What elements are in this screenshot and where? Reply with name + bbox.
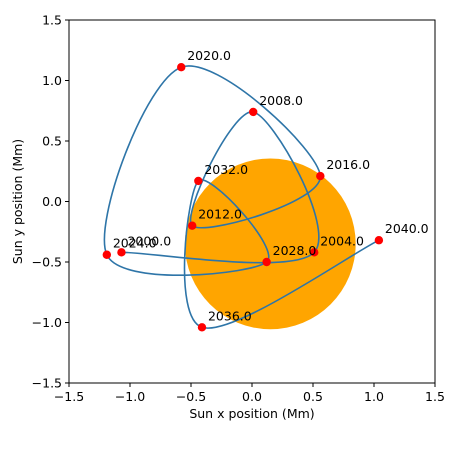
position-label-2036.0: 2036.0: [208, 308, 252, 323]
y-tick-label: 0.0: [42, 194, 62, 209]
y-tick-label: −1.0: [32, 315, 62, 330]
position-label-2020.0: 2020.0: [187, 48, 231, 63]
plot-area: 2000.0 2004.0 2008.0 2012.0 2016.0 2020.0 2024…: [102, 48, 429, 332]
position-marker-2008.0: [249, 107, 258, 117]
y-tick-label: 1.0: [42, 73, 62, 88]
position-marker-2016.0: [316, 171, 325, 181]
position-label-2012.0: 2012.0: [198, 207, 242, 222]
y-axis-label: Sun y position (Mm): [10, 139, 25, 264]
x-tick-label: 0.0: [242, 389, 262, 404]
sun-disk: [184, 158, 356, 330]
position-marker-2000.0: [117, 248, 126, 257]
position-label-2000.0: 2000.0: [127, 233, 171, 248]
x-tick-label: −1.5: [54, 389, 84, 404]
position-marker-2028.0: [262, 257, 271, 267]
y-tick-label: 0.5: [42, 134, 62, 149]
y-tick-label: −0.5: [32, 255, 62, 270]
position-label-2032.0: 2032.0: [204, 162, 248, 177]
y-tick-label: −1.5: [32, 376, 62, 391]
axis-ticks: −1.5 −1.0 −0.5 0.0 0.5 1.0 1.5 −1.5 −1.0 −0.5 0.0 0…: [32, 13, 445, 405]
axes-frame: [68, 19, 436, 384]
position-label-2028.0: 2028.0: [273, 243, 317, 258]
x-axis-label: Sun x position (Mm): [189, 406, 314, 421]
position-label-2024.0: 2024.0: [113, 236, 157, 251]
x-tick-label: 1.0: [364, 389, 384, 404]
position-marker-2032.0: [194, 176, 203, 186]
position-label-2040.0: 2040.0: [385, 221, 429, 236]
x-tick-label: 1.5: [425, 389, 445, 404]
x-tick-label: −1.0: [115, 389, 145, 404]
position-marker-2020.0: [177, 62, 186, 72]
x-tick-label: 0.5: [303, 389, 323, 404]
position-marker-2012.0: [188, 221, 197, 230]
position-label-2004.0: 2004.0: [320, 233, 364, 248]
x-tick-label: −0.5: [176, 389, 206, 404]
position-marker-2024.0: [102, 250, 112, 259]
position-marker-2036.0: [197, 323, 207, 332]
y-tick-label: 1.5: [42, 13, 62, 28]
position-marker-2040.0: [374, 236, 384, 245]
position-marker-2004.0: [310, 248, 319, 257]
position-label-2016.0: 2016.0: [326, 157, 370, 172]
position-label-2008.0: 2008.0: [259, 93, 303, 108]
